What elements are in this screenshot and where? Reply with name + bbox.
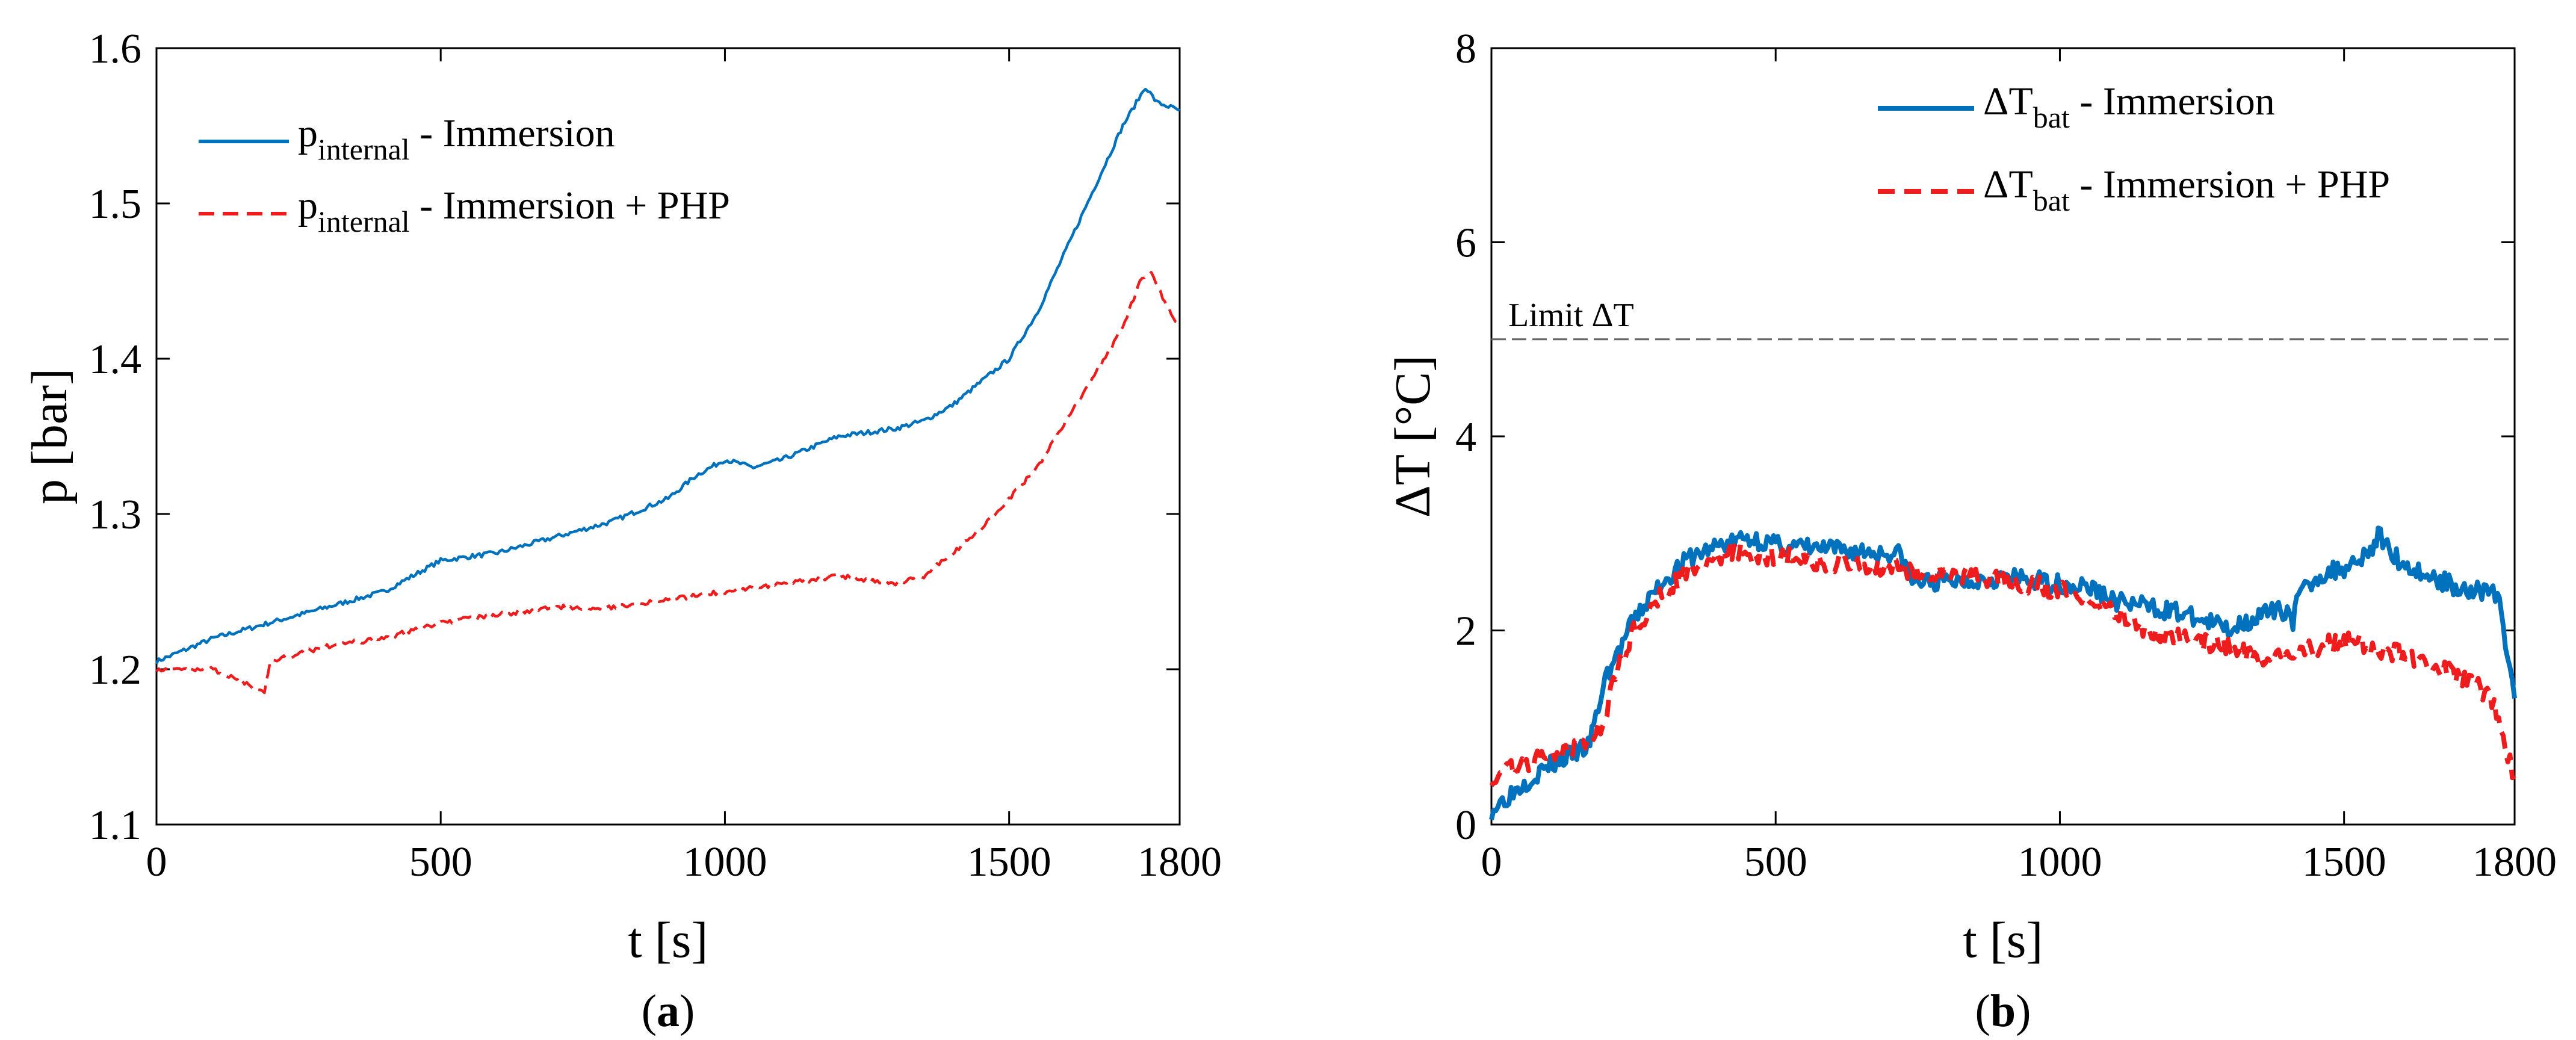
series-line-b-1 bbox=[1489, 542, 2516, 787]
panel-caption-b: (b) bbox=[1975, 986, 2031, 1036]
y-tick-label-b-0: 0 bbox=[1455, 802, 1476, 849]
y-axis-label-a: p [bar] bbox=[22, 368, 78, 504]
panel-caption-a: (a) bbox=[642, 986, 695, 1036]
y-tick-label-a-5: 1.6 bbox=[89, 26, 142, 72]
y-tick-label-b-3: 6 bbox=[1455, 220, 1476, 267]
x-tick-label-b-2: 1000 bbox=[2017, 839, 2102, 885]
panel-letter-a: a bbox=[657, 986, 680, 1036]
x-axis-label-a: t [s] bbox=[628, 912, 708, 968]
y-tick-label-b-1: 2 bbox=[1455, 608, 1476, 655]
x-tick-label-b-1: 500 bbox=[1744, 839, 1807, 885]
panel-b: Limit ΔT 0 500 1000 1500 1800 0 2 4 6 8 t [s] ΔT … bbox=[1385, 26, 2557, 1036]
y-tick-label-a-0: 1.1 bbox=[89, 802, 142, 849]
limit-label: Limit ΔT bbox=[1508, 297, 1634, 334]
x-tick-label-b-3: 1500 bbox=[2302, 839, 2386, 885]
plot-frame-a bbox=[155, 47, 1181, 826]
ticks-b: 0 500 1000 1500 1800 0 2 4 6 8 bbox=[1455, 26, 2557, 885]
y-tick-label-a-1: 1.2 bbox=[89, 647, 142, 693]
x-tick-label-a-0: 0 bbox=[146, 839, 167, 885]
x-tick-label-a-2: 1000 bbox=[683, 839, 767, 885]
y-tick-label-b-2: 4 bbox=[1455, 414, 1476, 460]
x-tick-label-a-4: 1800 bbox=[1138, 839, 1222, 885]
series-b bbox=[1489, 525, 2517, 820]
ticks-a: 0 500 1000 1500 1800 1.1 1.2 1.3 1.4 1.5 1.6 bbox=[89, 26, 1222, 885]
x-axis-label-b: t [s] bbox=[1963, 912, 2043, 968]
legend-b: ΔTbat - Immersion ΔTbat - Immersion + PH… bbox=[1878, 79, 2390, 217]
x-tick-label-b-0: 0 bbox=[1481, 839, 1502, 885]
series-line-a-1 bbox=[155, 271, 1181, 695]
y-tick-label-a-4: 1.5 bbox=[89, 181, 142, 228]
series-a bbox=[155, 87, 1181, 695]
legend-entry-a-0: pinternal - Immersion bbox=[298, 111, 615, 166]
plot-frame-b bbox=[1490, 47, 2516, 826]
panel-letter-b: b bbox=[1990, 986, 2016, 1036]
x-tick-label-a-3: 1500 bbox=[967, 839, 1051, 885]
legend-entry-a-1: pinternal - Immersion + PHP bbox=[298, 184, 730, 238]
y-tick-label-a-2: 1.3 bbox=[89, 492, 142, 538]
panel-a: 0 500 1000 1500 1800 1.1 1.2 1.3 1.4 1.5 1.6 t [s]… bbox=[22, 26, 1222, 1036]
y-tick-label-a-3: 1.4 bbox=[89, 336, 142, 383]
legend-entry-b-0: ΔTbat - Immersion bbox=[1983, 79, 2275, 134]
x-tick-label-a-1: 500 bbox=[409, 839, 472, 885]
y-axis-label-b: ΔT [°C] bbox=[1385, 355, 1441, 518]
x-tick-label-b-4: 1800 bbox=[2472, 839, 2557, 885]
legend-entry-b-1: ΔTbat - Immersion + PHP bbox=[1983, 162, 2390, 217]
legend-a: pinternal - Immersion pinternal - Immers… bbox=[199, 111, 730, 238]
reference-line-b: Limit ΔT bbox=[1491, 297, 2515, 341]
series-line-a-0 bbox=[155, 87, 1180, 664]
y-tick-label-b-4: 8 bbox=[1455, 26, 1476, 72]
